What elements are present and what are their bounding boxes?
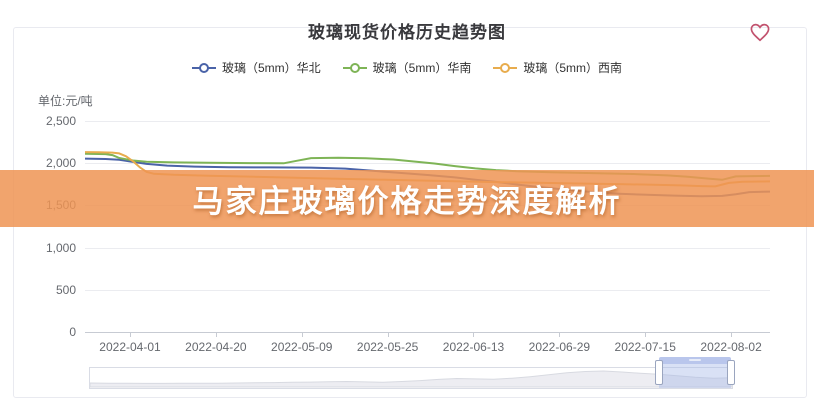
x-axis-label: 2022-04-01 [99,340,161,354]
x-axis-tick [130,332,131,337]
datazoom-selection-window[interactable] [654,357,736,388]
datazoom-grip-icon [689,359,701,361]
legend-item-huabei[interactable]: 玻璃（5mm）华北 [191,59,321,76]
legend-label: 玻璃（5mm）西南 [523,61,622,75]
page-title: 玻璃现货价格历史趋势图 [308,23,506,42]
datazoom-selection-fill[interactable] [658,364,732,388]
promo-banner-overlay: 马家庄玻璃价格走势深度解析 [0,170,814,227]
y-axis-label: 500 [55,282,76,297]
x-axis-tick [301,332,303,337]
heart-icon [748,23,772,48]
y-axis-label: 1,000 [45,240,76,255]
datazoom-overview-chart [90,370,732,388]
datazoom-right-handle[interactable] [727,360,736,385]
x-axis-label: 2022-06-13 [442,340,505,354]
x-axis-label: 2022-05-25 [356,340,419,354]
y-axis-label: 2,500 [45,114,76,128]
x-axis-label: 2022-07-15 [614,340,676,354]
x-axis-tick [473,332,475,337]
y-axis-unit-label: 单位:元/吨 [38,94,93,108]
legend-item-huanan[interactable]: 玻璃（5mm）华南 [342,59,472,76]
x-axis-tick [731,332,733,337]
x-axis-label: 2022-04-20 [185,340,247,354]
promo-banner-text: 马家庄玻璃价格走势深度解析 [192,184,622,219]
legend-line-marker-icon [342,62,367,73]
favorite-button[interactable] [746,20,774,48]
datazoom-left-handle[interactable] [654,360,663,385]
y-axis-label: 2,000 [45,156,76,171]
legend-line-marker-icon [493,62,518,73]
grid-line [85,247,770,249]
legend-line-marker-icon [191,62,216,73]
chart-legend: 玻璃（5mm）华北 玻璃（5mm）华南 玻璃（5mm）西南 [0,59,814,76]
grid-line [85,121,770,122]
x-axis-label: 2022-05-09 [271,340,333,354]
x-axis-label: 2022-06-29 [528,340,591,354]
legend-item-xinan[interactable]: 玻璃（5mm）西南 [493,59,622,76]
x-axis-tick [645,332,647,337]
legend-label: 玻璃（5mm）华北 [221,61,321,75]
y-axis-label: 0 [69,325,76,339]
x-axis-line [85,332,770,333]
grid-line [85,289,770,291]
x-axis-tick [215,332,217,337]
x-axis-label: 2022-08-02 [700,340,762,354]
overview-area [90,370,732,388]
legend-label: 玻璃（5mm）华南 [372,61,472,75]
x-axis-tick [387,332,389,337]
x-axis-tick [559,332,561,337]
datazoom-slider-track[interactable] [89,367,733,389]
datazoom-selection-cap[interactable] [658,357,732,364]
